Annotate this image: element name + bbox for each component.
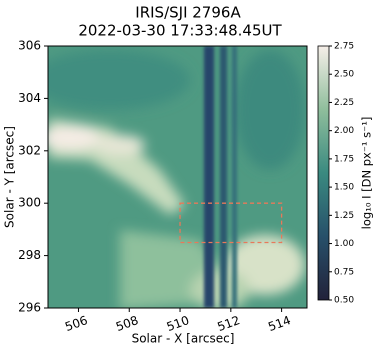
x-tick-label: 512 xyxy=(215,313,241,334)
chart-subtitle: 2022-03-30 17:33:48.45UT xyxy=(78,22,282,40)
colorbar-tick-label: 2.00 xyxy=(334,126,354,136)
chart-title: IRIS/SJI 2796A xyxy=(135,4,241,22)
colorbar-tick-label: 2.25 xyxy=(334,98,354,108)
colorbar-tick-label: 1.50 xyxy=(334,183,354,193)
colorbar-label: log₁₀ I [DN px⁻¹ s⁻¹] xyxy=(360,117,374,230)
y-tick-label: 302 xyxy=(18,143,41,157)
colorbar-tick-label: 1.75 xyxy=(334,154,354,164)
colorbar-tick-label: 0.50 xyxy=(334,296,354,306)
colorbar-tick-label: 0.75 xyxy=(334,267,354,277)
colorbar xyxy=(317,45,330,301)
y-tick-label: 296 xyxy=(18,301,41,315)
plot-frame xyxy=(47,45,308,309)
y-tick-label: 298 xyxy=(18,248,41,262)
colorbar-tick-label: 1.25 xyxy=(334,211,354,221)
region-box xyxy=(179,202,283,244)
x-axis-label: Solar - X [arcsec] xyxy=(132,332,235,346)
colorbar-tick-label: 2.50 xyxy=(334,70,354,80)
y-tick-label: 306 xyxy=(18,39,41,53)
x-tick-label: 506 xyxy=(63,313,89,334)
y-tick-label: 304 xyxy=(18,91,41,105)
y-tick-label: 300 xyxy=(18,196,41,210)
x-tick-label: 514 xyxy=(266,313,292,334)
y-axis-label: Solar - Y [arcsec] xyxy=(3,126,17,228)
image xyxy=(48,46,307,308)
colorbar-tick-label: 2.75 xyxy=(334,42,354,52)
colorbar-tick-label: 1.00 xyxy=(334,239,354,249)
